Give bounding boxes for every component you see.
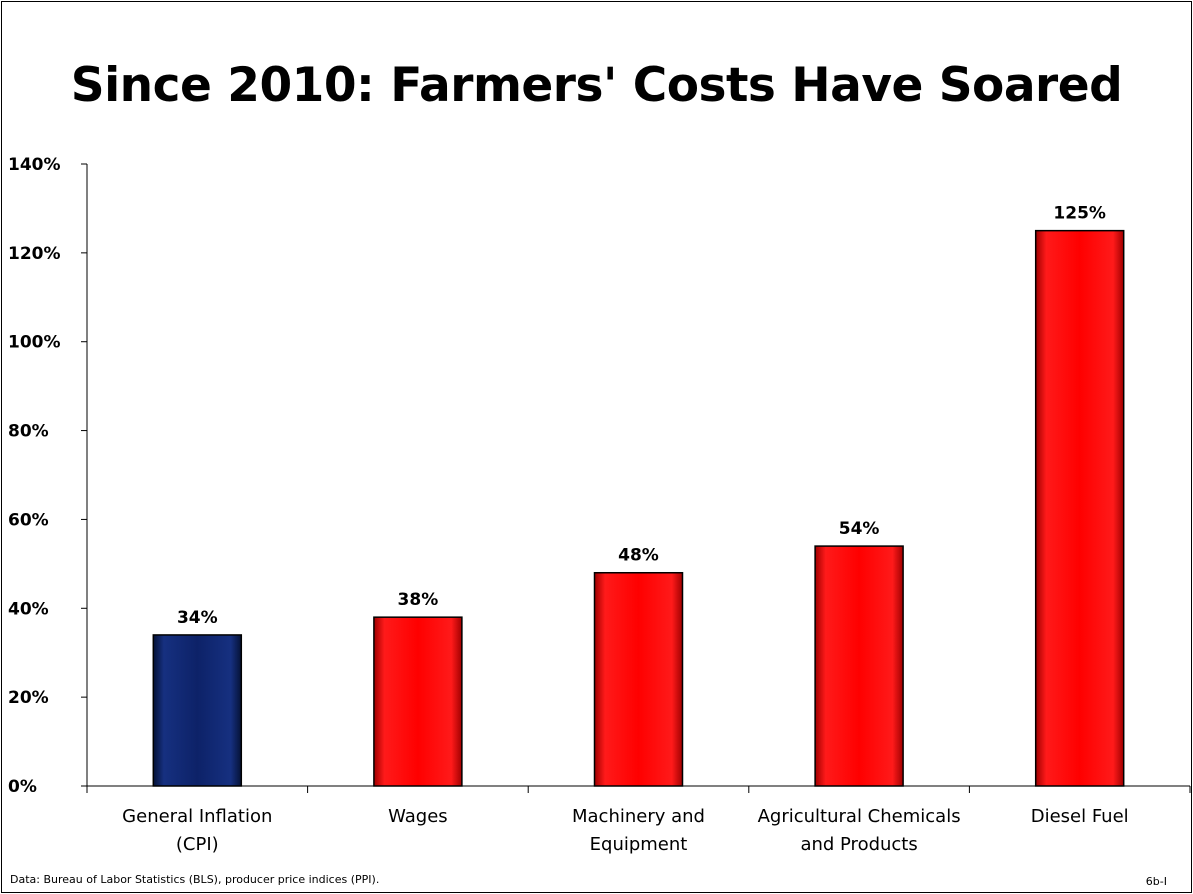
y-tick-label: 140%: [8, 155, 61, 175]
data-label: 125%: [1053, 204, 1106, 224]
data-label: 54%: [839, 519, 880, 539]
bar: [814, 545, 904, 787]
category-label: Agricultural Chemicals and Products: [758, 806, 961, 855]
slide-code: 6b-I: [1145, 875, 1167, 888]
y-tick-label: 60%: [8, 510, 49, 530]
y-tick-label: 100%: [8, 333, 61, 353]
source-note: Data: Bureau of Labor Statistics (BLS), …: [10, 873, 380, 886]
labels: 34% General Inflation (CPI) 38% Wages 48% Mach…: [122, 204, 1129, 855]
bars: [152, 229, 1125, 787]
y-tick-label: 40%: [8, 599, 49, 619]
y-tick-label: 0%: [8, 777, 37, 797]
bar: [152, 634, 243, 787]
data-label: 38%: [398, 590, 439, 610]
category-label: Machinery and Equipment: [572, 806, 705, 855]
bar: [1034, 229, 1125, 787]
category-label: General Inflation (CPI): [122, 806, 272, 855]
category-label: Diesel Fuel: [1031, 806, 1129, 827]
axes: 0% 20% 40% 60% 80% 100% 120% 140%: [8, 155, 1191, 797]
chart-title: Since 2010: Farmers' Costs Have Soared: [70, 58, 1123, 113]
data-label: 34%: [177, 608, 218, 628]
data-label: 48%: [618, 546, 659, 566]
y-tick-label: 120%: [8, 244, 61, 264]
y-tick-label: 80%: [8, 422, 49, 442]
y-tick-label: 20%: [8, 688, 49, 708]
bar: [373, 616, 463, 787]
category-label: Wages: [388, 806, 448, 827]
bar: [593, 571, 684, 787]
